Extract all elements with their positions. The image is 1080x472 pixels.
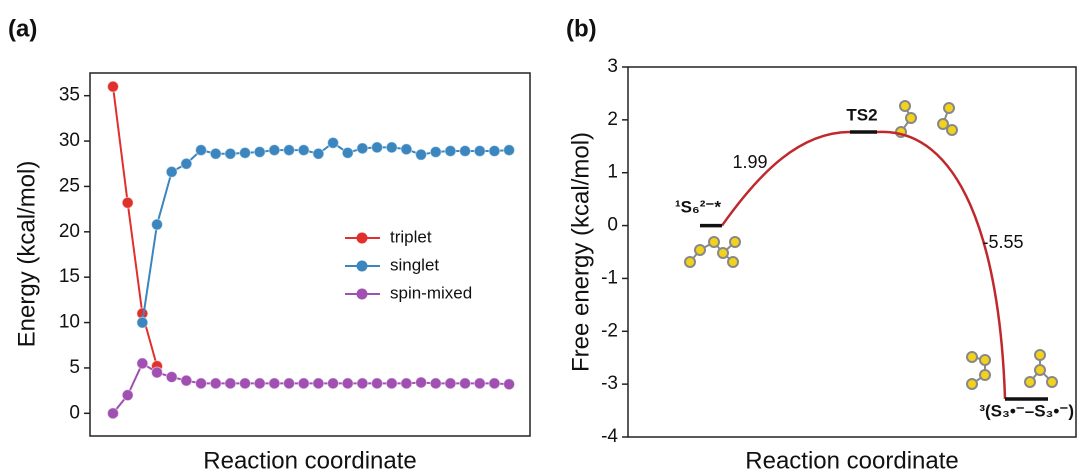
point [151,366,164,379]
point [107,80,119,93]
point [327,377,340,390]
point [385,141,398,154]
point [180,374,193,387]
y-tick-label: 3 [607,56,618,77]
point [444,145,457,158]
y-tick-label: 15 [59,266,80,287]
point [415,148,428,161]
point [488,145,501,158]
point [341,146,354,159]
profile-curve [720,130,851,227]
state-label: ¹S₆²⁻* [675,197,721,216]
point [297,144,310,157]
point [121,196,134,209]
y-tick-label: 1 [607,162,618,183]
point [371,377,384,390]
x-axis-label: Reaction coordinate [745,447,958,472]
point [253,377,266,390]
point [341,377,354,390]
x-axis-label: Reaction coordinate [203,447,416,472]
legend-marker [356,260,368,272]
point [136,316,149,329]
point [444,377,457,390]
y-tick-label: 2 [607,109,618,130]
y-tick-label: 30 [59,130,80,151]
point [209,377,222,390]
point [400,377,413,390]
point [429,377,442,390]
y-tick-label: 0 [69,402,80,423]
series-line [112,86,158,367]
series-line [112,361,510,414]
point [473,377,486,390]
point [503,144,516,157]
state-label: TS2 [846,105,877,124]
reaction-energy-label: -5.55 [982,232,1023,252]
point [180,157,193,170]
point [136,357,149,370]
legend-marker [356,232,368,244]
y-tick-label: 5 [69,357,80,378]
point [268,377,281,390]
state-label: ³(S₃•⁻–S₃•⁻) [979,401,1074,420]
point [312,147,325,160]
point [224,147,237,160]
point [121,389,134,402]
point [239,377,252,390]
point [400,143,413,156]
point [268,144,281,157]
y-tick-label: 35 [59,85,80,106]
y-tick-label: -3 [601,373,618,394]
point [209,147,222,160]
point [503,378,516,391]
point [283,377,296,390]
point [429,145,442,158]
barrier-label: 1.99 [732,152,767,172]
panel-label: (b) [566,15,597,42]
point [415,376,428,389]
point [356,142,369,155]
y-tick-label: -1 [601,267,618,288]
point [195,144,208,157]
point [327,136,340,149]
point [253,145,266,158]
profile-curve [876,130,1007,399]
point [195,377,208,390]
y-axis-label: Energy (kcal/mol) [13,161,40,348]
y-tick-label: 10 [59,312,80,333]
point [312,377,325,390]
y-tick-label: -2 [601,320,618,341]
point [297,377,310,390]
y-tick-label: -4 [601,426,618,447]
legend-marker [356,288,368,300]
point [473,145,486,158]
panel-label: (a) [8,15,37,42]
point [107,407,119,420]
molecule-icons [684,100,1058,390]
point [224,377,237,390]
plot-frame [89,72,531,437]
point [488,377,501,390]
y-tick-label: 20 [59,221,80,242]
point [371,141,384,154]
point [239,146,252,159]
point [151,218,164,231]
y-tick-label: 0 [607,215,618,236]
point [385,377,398,390]
point [165,371,178,384]
plot-frame [627,66,1077,438]
point [459,145,472,158]
legend-label: spin-mixed [390,283,472,302]
point [356,377,369,390]
y-tick-label: 25 [59,175,80,196]
legend-label: triplet [390,227,432,246]
point [283,144,296,157]
point [459,377,472,390]
y-axis-label: Free energy (kcal/mol) [567,132,594,372]
legend-label: singlet [390,255,439,274]
point [165,165,178,178]
